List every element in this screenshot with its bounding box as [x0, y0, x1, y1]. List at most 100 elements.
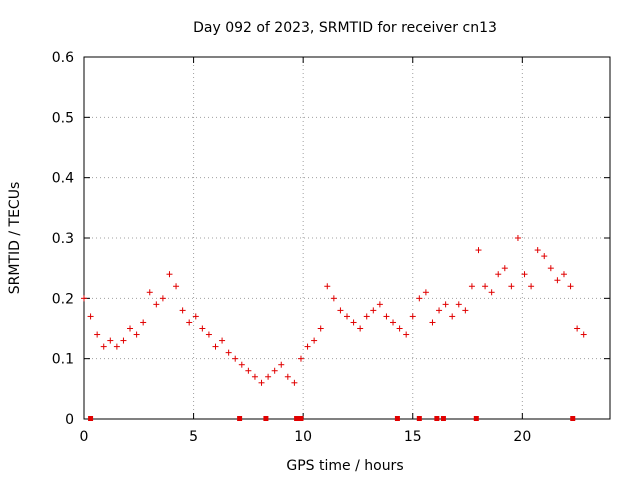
x-tick-label: 20 — [513, 429, 531, 445]
x-axis-label: GPS time / hours — [286, 458, 403, 474]
data-point — [166, 271, 173, 278]
data-point — [245, 367, 252, 374]
bottom-marker — [237, 416, 243, 421]
data-point — [265, 373, 272, 380]
bottom-marker — [473, 416, 479, 421]
data-point — [284, 373, 291, 380]
y-tick-label: 0.6 — [52, 50, 74, 66]
bottom-marker — [434, 416, 440, 421]
data-point — [528, 283, 535, 290]
data-point — [271, 367, 278, 374]
data-point — [311, 337, 318, 344]
data-point — [238, 361, 245, 368]
data-point — [304, 343, 311, 350]
bottom-marker — [570, 416, 576, 421]
tick-labels: 0 0.1 0.2 0.3 0.4 0.5 0.6 0 5 10 15 20 — [52, 50, 532, 445]
data-point — [409, 313, 416, 320]
y-tick-label: 0.5 — [52, 110, 74, 126]
data-point — [344, 313, 350, 320]
data-point — [436, 307, 443, 314]
data-point — [363, 313, 370, 320]
y-tick-label: 0 — [65, 412, 74, 428]
data-point — [159, 295, 166, 302]
axis-ticks — [83, 56, 610, 420]
y-tick-label: 0.1 — [52, 352, 74, 368]
y-axis-label: SRMTID / TECUs — [7, 182, 23, 295]
data-point — [324, 283, 331, 290]
data-point — [350, 319, 357, 326]
bottom-marker — [440, 416, 446, 421]
data-point — [94, 331, 101, 338]
data-point — [127, 325, 134, 332]
data-point — [390, 319, 397, 326]
data-point — [370, 307, 377, 314]
data-point — [495, 271, 502, 278]
data-point — [482, 283, 489, 290]
x-tick-label: 5 — [189, 429, 198, 445]
data-point — [133, 331, 140, 338]
data-point — [107, 337, 114, 344]
data-points — [81, 235, 587, 386]
data-point — [87, 313, 94, 320]
data-point — [462, 307, 469, 314]
data-point — [488, 289, 495, 296]
data-point — [140, 319, 147, 326]
data-point — [521, 271, 528, 278]
x-tick-label: 15 — [404, 429, 422, 445]
data-point — [232, 355, 239, 362]
data-point — [219, 337, 226, 344]
data-point — [199, 325, 206, 332]
plot-frame — [83, 56, 611, 420]
bottom-marker — [394, 416, 400, 421]
data-point — [534, 247, 541, 254]
data-point — [81, 295, 87, 302]
data-point — [541, 253, 548, 260]
data-point — [455, 301, 462, 308]
data-point — [186, 319, 193, 326]
y-tick-label: 0.4 — [52, 171, 74, 187]
data-point — [258, 379, 265, 386]
data-point — [514, 235, 521, 241]
data-point — [337, 307, 344, 314]
bottom-marker — [294, 416, 300, 421]
chart-title: Day 092 of 2023, SRMTID for receiver cn1… — [193, 20, 497, 36]
data-point — [100, 343, 107, 350]
data-point — [508, 283, 515, 290]
bottom-marker — [298, 416, 304, 421]
data-point — [422, 289, 429, 296]
data-point — [113, 343, 120, 350]
data-point — [383, 313, 390, 320]
y-tick-label: 0.2 — [52, 291, 74, 307]
grid-lines — [84, 57, 610, 419]
data-point — [153, 301, 160, 308]
data-point — [554, 277, 561, 284]
bottom-marker — [88, 416, 94, 421]
data-point — [317, 325, 324, 332]
data-point — [179, 307, 186, 314]
data-point — [567, 283, 574, 290]
data-point — [475, 247, 482, 254]
data-point — [205, 331, 212, 338]
data-point — [396, 325, 403, 332]
data-point — [173, 283, 180, 290]
data-point — [560, 271, 567, 278]
data-point — [416, 295, 423, 302]
data-point — [403, 331, 410, 338]
data-point — [251, 373, 258, 380]
bottom-markers — [88, 416, 576, 421]
data-point — [278, 361, 285, 368]
bottom-marker — [416, 416, 422, 421]
data-point — [376, 301, 383, 308]
data-point — [580, 331, 587, 338]
data-point — [120, 337, 127, 344]
data-point — [291, 379, 298, 386]
x-tick-label: 0 — [80, 429, 89, 445]
data-point — [297, 355, 304, 362]
data-point — [330, 295, 337, 302]
x-tick-label: 10 — [294, 429, 312, 445]
data-point — [468, 283, 475, 290]
data-point — [442, 301, 449, 308]
data-point — [429, 319, 436, 326]
y-tick-label: 0.3 — [52, 231, 74, 247]
